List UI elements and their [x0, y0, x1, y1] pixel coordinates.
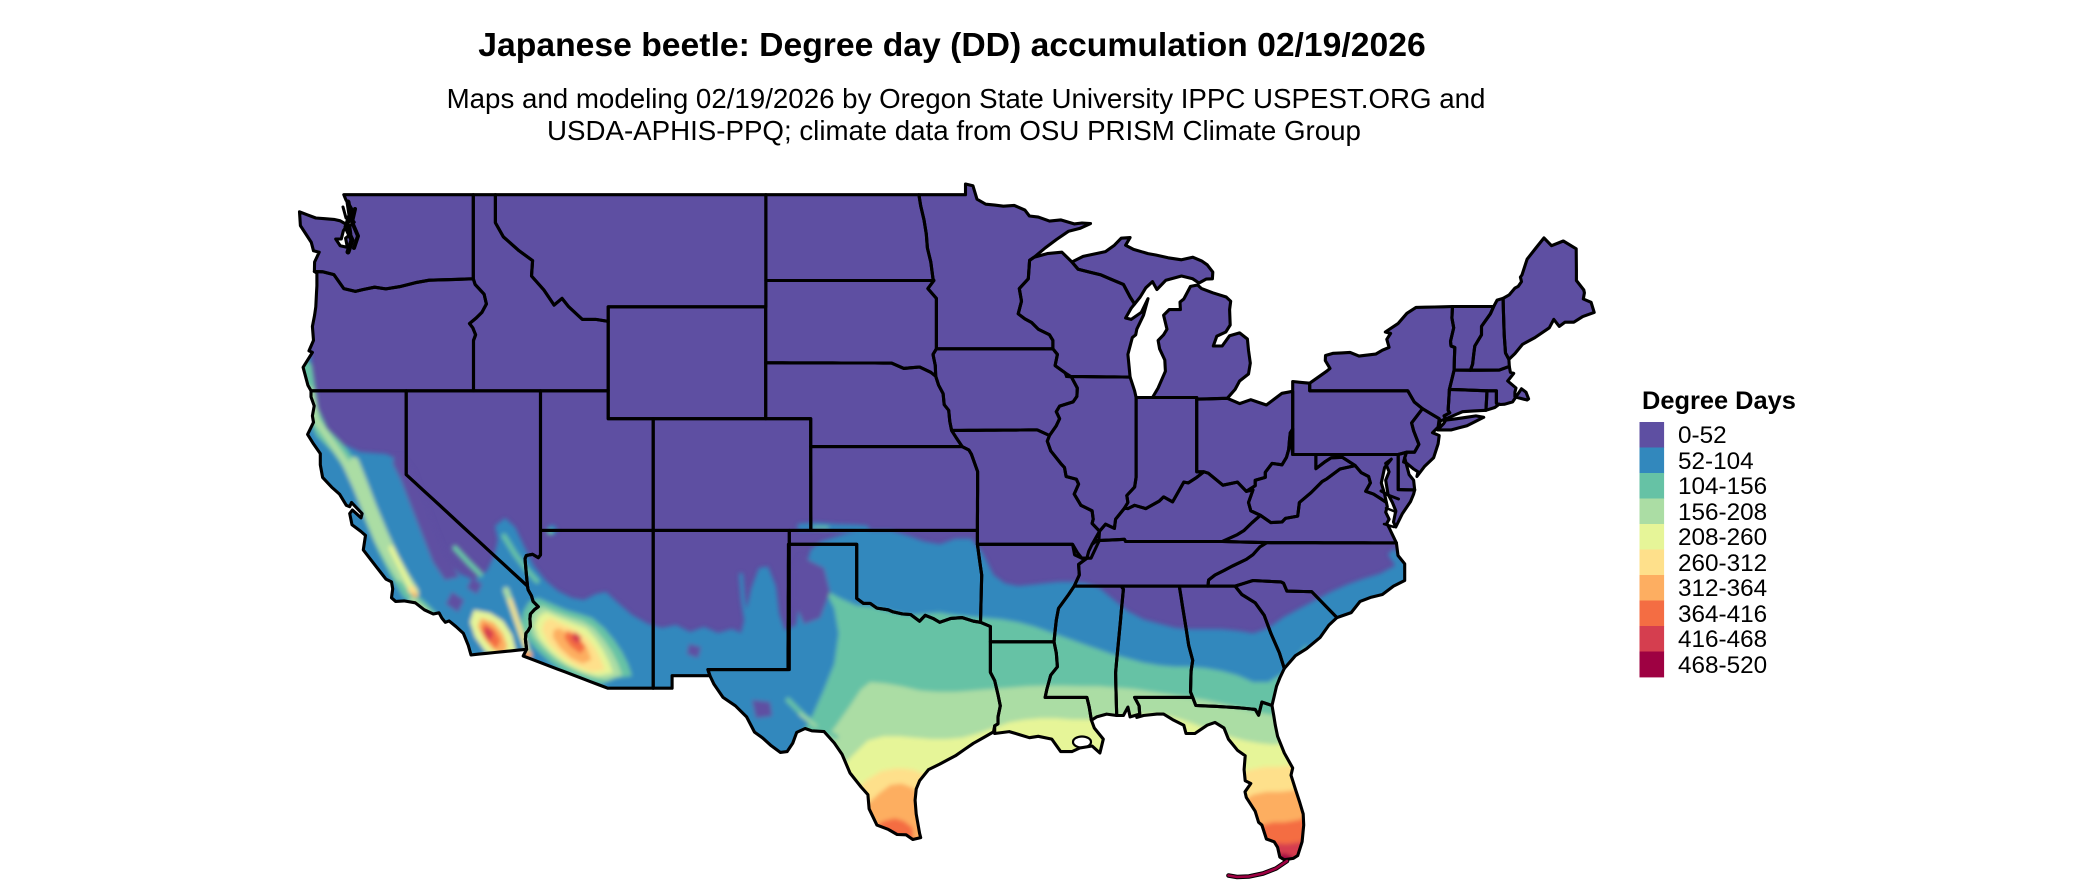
svg-text:156-208: 156-208: [1678, 499, 1767, 526]
svg-text:Maps and modeling 02/19/2026 b: Maps and modeling 02/19/2026 by Oregon S…: [447, 83, 1486, 114]
svg-text:Japanese beetle: Degree day (D: Japanese beetle: Degree day (DD) accumul…: [478, 26, 1425, 64]
svg-text:52-104: 52-104: [1678, 448, 1754, 475]
svg-text:104-156: 104-156: [1678, 473, 1767, 500]
svg-text:416-468: 416-468: [1678, 626, 1767, 653]
svg-text:364-416: 364-416: [1678, 601, 1767, 628]
svg-text:260-312: 260-312: [1678, 550, 1767, 577]
svg-text:Degree Days: Degree Days: [1642, 387, 1796, 415]
svg-text:208-260: 208-260: [1678, 524, 1767, 551]
svg-text:468-520: 468-520: [1678, 652, 1767, 679]
svg-text:0-52: 0-52: [1678, 422, 1727, 449]
svg-text:312-364: 312-364: [1678, 575, 1767, 602]
svg-text:USDA-APHIS-PPQ; climate data f: USDA-APHIS-PPQ; climate data from OSU PR…: [547, 115, 1361, 146]
